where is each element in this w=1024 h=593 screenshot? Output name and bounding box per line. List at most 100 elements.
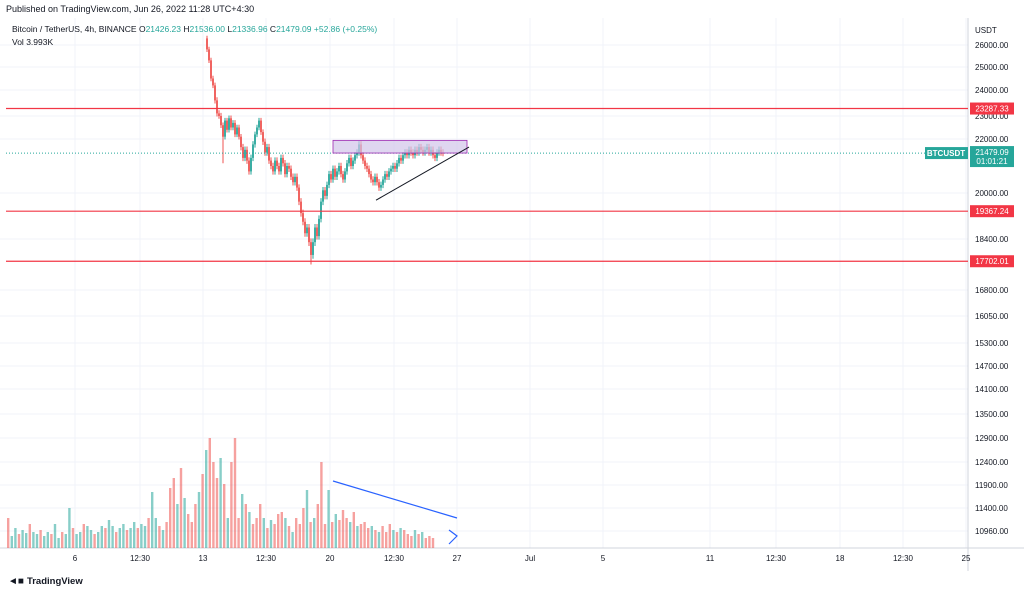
volume-bar — [277, 514, 280, 548]
candle-body — [304, 221, 306, 234]
candle-body — [208, 49, 210, 61]
volume-bar — [89, 530, 93, 548]
candle-body — [244, 149, 246, 158]
legend-symbol: Bitcoin / TetherUS, 4h, BINANCE — [12, 24, 137, 34]
volume-bar — [428, 536, 431, 548]
candle-body — [260, 120, 262, 133]
price-axis-currency: USDT — [975, 26, 997, 35]
candle-body — [326, 184, 328, 196]
volume-bar — [431, 538, 435, 548]
candle-body — [356, 152, 358, 156]
volume-bar — [107, 520, 111, 548]
candle-body — [404, 152, 406, 156]
volume-bar — [219, 458, 222, 548]
volume-bar — [255, 518, 258, 548]
candle-body — [256, 127, 258, 135]
legend-close-label: C — [269, 24, 277, 34]
candle-body — [240, 136, 242, 148]
candle-body — [380, 184, 382, 188]
candle-body — [314, 227, 316, 243]
candle-body — [396, 163, 398, 169]
candle-body — [292, 176, 294, 183]
candle-body — [384, 174, 386, 180]
candle-body — [262, 132, 264, 142]
volume-bar — [244, 504, 247, 548]
volume-bar — [356, 526, 359, 548]
price-chart[interactable]: USDT 26000.00 25000.00 24000.00 23000.00 2200… — [0, 18, 1024, 571]
volume-bar — [284, 518, 287, 548]
candle-body — [226, 120, 228, 130]
volume-bar — [79, 532, 82, 548]
candle-body — [378, 182, 380, 188]
volume-bar — [259, 504, 262, 548]
volume-bar — [241, 494, 244, 548]
candle-body — [264, 141, 266, 153]
published-text: Published on TradingView.com, Jun 26, 20… — [6, 4, 255, 14]
volume-bar — [68, 508, 71, 548]
volume-bar — [194, 504, 197, 548]
volume-bar — [406, 534, 409, 548]
tradingview-logo[interactable]: ◄■ TradingView — [8, 576, 83, 587]
consolidation-range-box — [332, 139, 468, 154]
volume-bar — [32, 532, 35, 548]
volume-bar — [111, 526, 114, 548]
candle-body — [364, 160, 366, 166]
candle-body — [252, 144, 254, 158]
volume-bar — [197, 492, 201, 548]
volume-bar — [14, 528, 17, 548]
volume-bar — [154, 518, 157, 548]
candle-body — [368, 168, 370, 175]
legend-high: 21536.00 — [189, 24, 225, 34]
volume-bar — [363, 522, 366, 548]
candle-body — [308, 227, 310, 243]
time-axis-label: 11 — [706, 554, 715, 563]
candle-body — [210, 60, 212, 79]
price-axis-label: 14100.00 — [975, 385, 1009, 394]
price-axis-label: 11900.00 — [975, 481, 1008, 490]
candle-body — [216, 100, 218, 114]
candle-body — [436, 152, 438, 158]
volume-bar — [338, 520, 341, 548]
candle-body — [248, 160, 250, 172]
candle-body — [266, 147, 268, 153]
volume-bar — [230, 462, 233, 548]
volume-bar — [233, 438, 237, 548]
footer: ◄■ TradingView — [0, 571, 1024, 593]
symbol-tag-label: BTCUSDT — [927, 149, 965, 158]
volume-bar — [140, 524, 143, 548]
volume-bar — [352, 512, 355, 548]
candle-body — [402, 155, 404, 161]
chart-area[interactable]: USDT 26000.00 25000.00 24000.00 23000.00 2200… — [0, 18, 1024, 571]
candle-body — [400, 157, 402, 161]
volume-bar — [129, 528, 132, 548]
price-axis-label: 11400.00 — [975, 504, 1008, 513]
price-axis-label: 12400.00 — [975, 458, 1009, 467]
level-price-tag — [970, 205, 1014, 218]
legend-low-label: L — [227, 24, 233, 34]
candle-body — [342, 174, 344, 180]
volume-bar — [165, 522, 168, 548]
volume-bar — [158, 526, 161, 548]
volume-bar — [385, 532, 388, 548]
candle-body — [370, 174, 372, 180]
volume-bar — [331, 522, 334, 548]
candle-body — [310, 242, 312, 255]
candle-body — [254, 134, 256, 145]
volume-bar — [151, 492, 154, 548]
volume-bar — [237, 518, 240, 548]
candle-body — [246, 149, 248, 161]
volume-bar — [298, 524, 301, 548]
volume-bar — [179, 468, 183, 548]
candle-body — [322, 190, 324, 202]
volume-bar — [97, 532, 100, 548]
volume-bar — [169, 488, 172, 548]
candle-body — [394, 166, 396, 169]
candle-body — [212, 78, 214, 86]
volume-bar — [183, 498, 186, 548]
volume-bar — [201, 474, 204, 548]
price-axis-label: 25000.00 — [975, 63, 1009, 72]
volume-bar — [395, 532, 399, 548]
candle-body — [372, 179, 374, 183]
candle-body — [290, 168, 292, 177]
volume-bar — [309, 522, 312, 548]
